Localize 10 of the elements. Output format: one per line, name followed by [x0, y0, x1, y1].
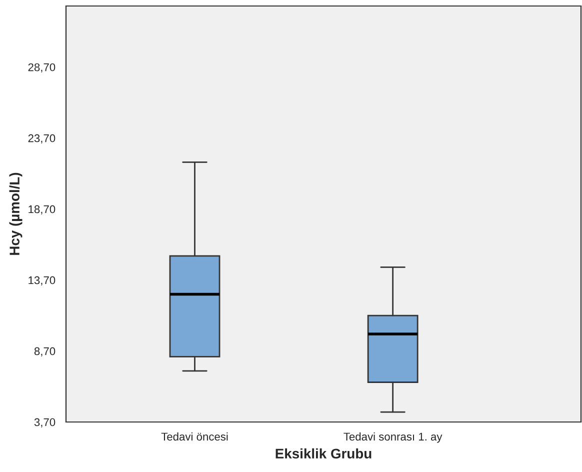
y-tick-label: 13,70 — [28, 276, 56, 286]
y-tick-label: 3,70 — [34, 418, 56, 428]
y-tick-label: 23,70 — [28, 134, 56, 144]
y-tick-label: 28,70 — [28, 63, 56, 72]
y-tick-label: 18,70 — [28, 205, 56, 214]
y-axis-title: Hcy (µmol/L) — [9, 172, 22, 255]
x-axis-title: Eksiklik Grubu — [276, 448, 372, 459]
y-tick-label: 8,70 — [34, 347, 56, 356]
x-tick-label: Tedavi sonrası 1. ay — [344, 432, 442, 443]
x-tick-label: Tedavi öncesi — [161, 432, 228, 441]
